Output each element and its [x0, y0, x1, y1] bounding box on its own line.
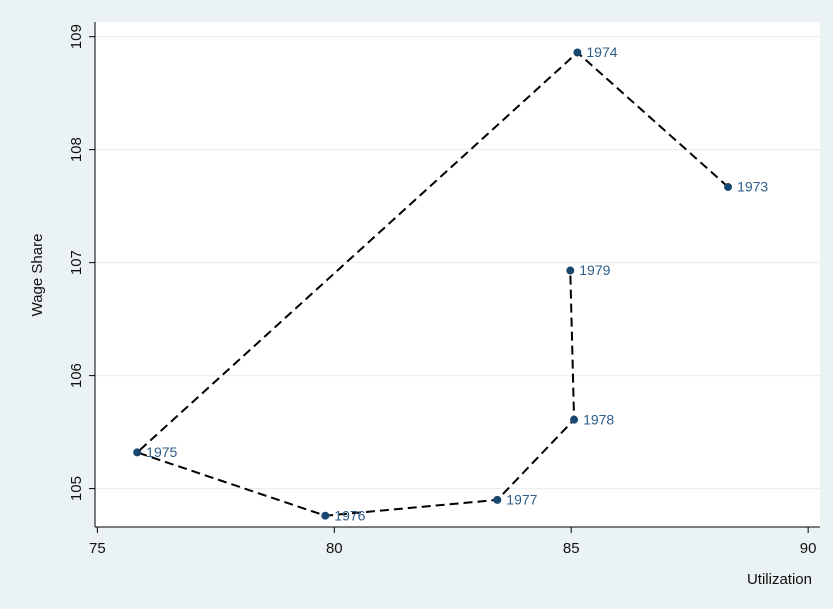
y-tick-label: 107 — [68, 250, 85, 275]
point-label: 1978 — [583, 411, 614, 427]
y-tick-label: 105 — [68, 476, 85, 501]
point-label: 1977 — [506, 492, 537, 508]
point — [573, 48, 582, 57]
point-label: 1976 — [334, 507, 365, 523]
x-tick-label: 85 — [563, 540, 580, 557]
point — [493, 495, 502, 504]
point-label: 1975 — [146, 444, 177, 460]
plot-area — [95, 22, 820, 527]
point — [570, 415, 579, 424]
y-axis-title: Wage Share — [29, 234, 46, 317]
y-tick-label: 109 — [68, 24, 85, 49]
point — [724, 182, 733, 191]
x-axis-title: Utilization — [747, 571, 812, 588]
x-tick-label: 90 — [800, 540, 817, 557]
point — [133, 448, 142, 457]
y-tick-label: 106 — [68, 363, 85, 388]
x-tick-label: 80 — [326, 540, 343, 557]
point-label: 1973 — [737, 179, 768, 195]
point-label: 1979 — [579, 262, 610, 278]
point-label: 1974 — [586, 44, 617, 60]
x-tick-label: 75 — [89, 540, 106, 557]
point — [566, 266, 575, 275]
y-tick-label: 108 — [68, 137, 85, 162]
point — [321, 511, 330, 520]
